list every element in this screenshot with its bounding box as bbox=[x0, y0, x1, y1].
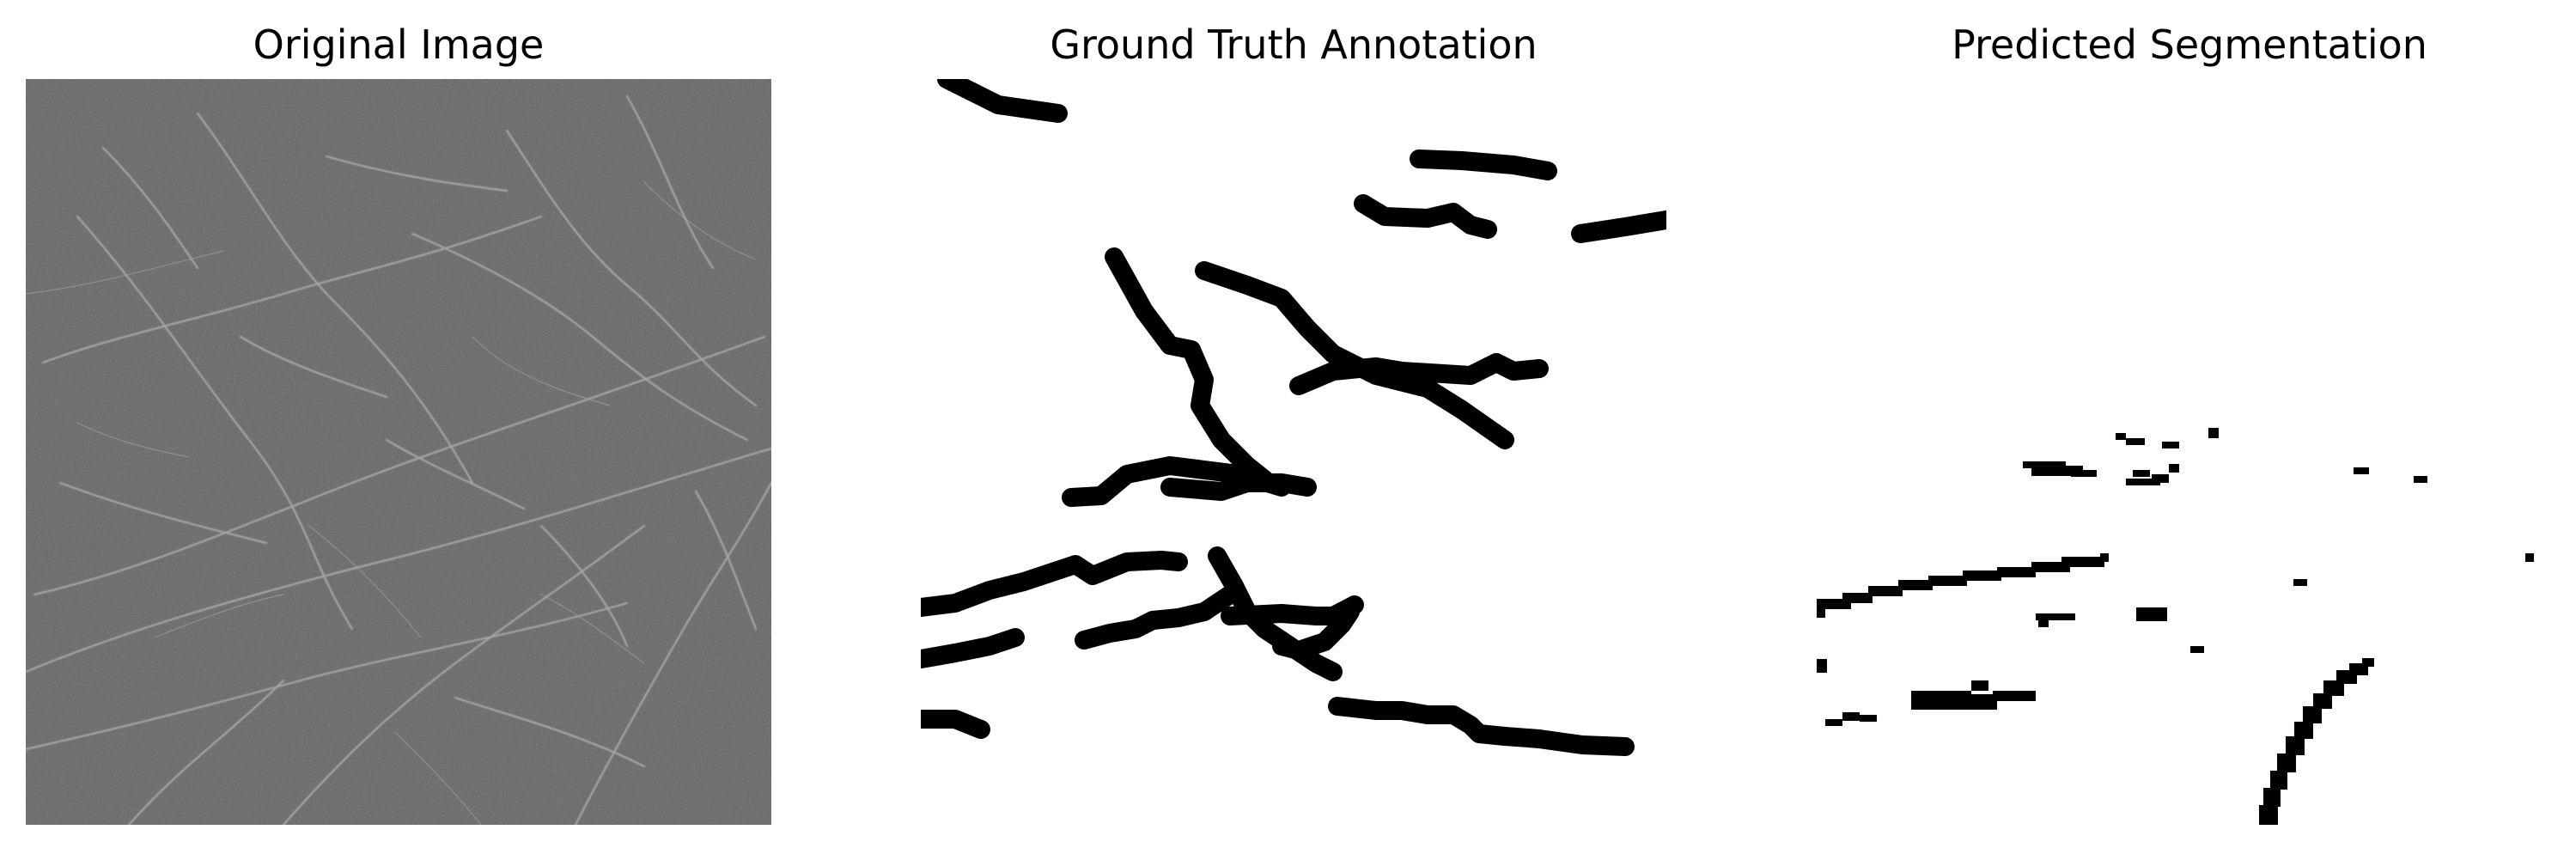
ground-truth-title: Ground Truth Annotation bbox=[1050, 21, 1538, 68]
original-image bbox=[26, 79, 771, 825]
original-image-title: Original Image bbox=[253, 21, 545, 68]
original-image-panel bbox=[26, 79, 771, 825]
predicted-segmentation-panel bbox=[1817, 79, 2562, 825]
ground-truth-panel bbox=[921, 79, 1666, 825]
predicted-segmentation-title: Predicted Segmentation bbox=[1952, 21, 2427, 68]
predicted-mask bbox=[1817, 79, 2562, 825]
ground-truth-mask bbox=[921, 79, 1666, 825]
